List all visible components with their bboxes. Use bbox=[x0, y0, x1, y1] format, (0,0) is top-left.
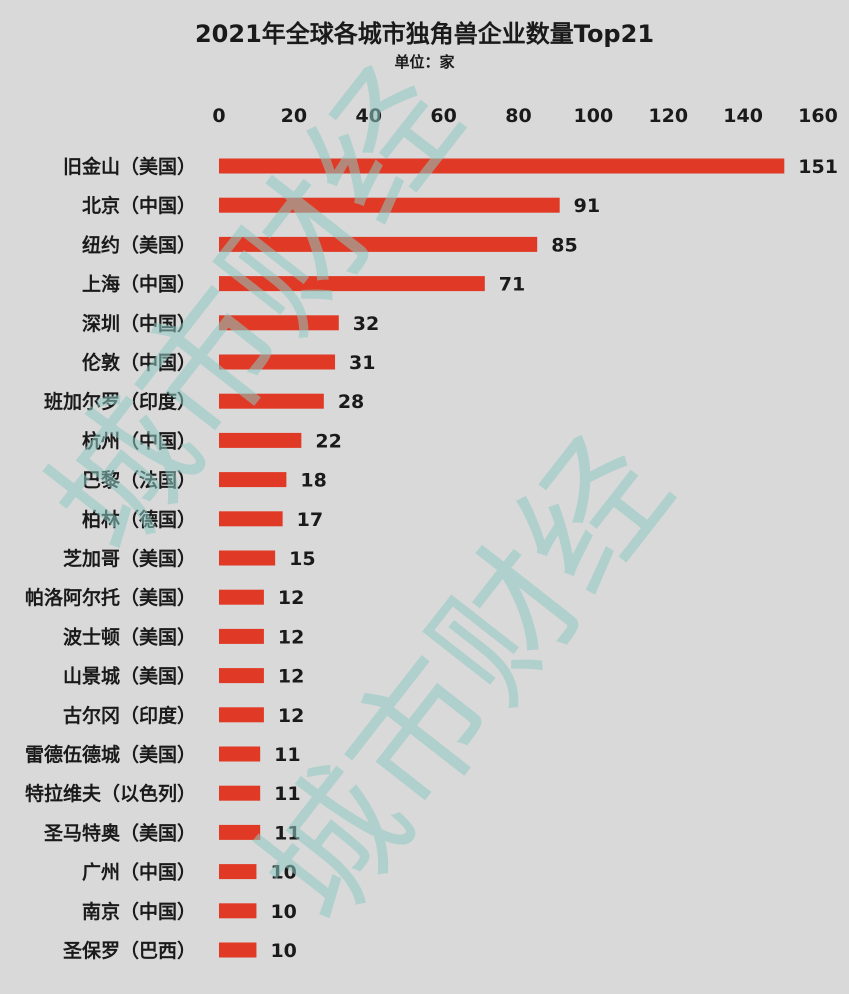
category-label: 深圳（中国） bbox=[82, 312, 196, 335]
bar bbox=[219, 628, 264, 644]
bar bbox=[219, 354, 336, 370]
value-label: 85 bbox=[551, 234, 577, 256]
bar bbox=[219, 903, 257, 919]
x-tick-label: 140 bbox=[723, 105, 763, 127]
bar bbox=[219, 824, 261, 840]
value-label: 18 bbox=[300, 470, 326, 492]
x-tick-label: 60 bbox=[430, 105, 456, 127]
value-label: 11 bbox=[274, 822, 300, 844]
value-label: 12 bbox=[278, 626, 304, 648]
bar bbox=[219, 746, 261, 762]
bar bbox=[219, 158, 785, 174]
category-label: 古尔冈（印度） bbox=[63, 704, 196, 727]
value-label: 10 bbox=[270, 862, 296, 884]
value-label: 22 bbox=[315, 430, 341, 452]
chart-title: 2021年全球各城市独角兽企业数量Top21 bbox=[194, 20, 655, 48]
value-label: 15 bbox=[289, 548, 315, 570]
bar bbox=[219, 472, 287, 488]
bar bbox=[219, 550, 276, 566]
watermark-text: 城市财经 bbox=[18, 39, 491, 581]
bar bbox=[219, 432, 302, 448]
value-label: 17 bbox=[297, 509, 323, 531]
bars-group: 旧金山（美国） 151 北京（中国） 91 纽约（美国） 85 上海（中国） 71 深圳（中国）… bbox=[25, 155, 838, 962]
category-label: 雷德伍德城（美国） bbox=[25, 743, 196, 766]
category-label: 芝加哥（美国） bbox=[63, 547, 196, 570]
bar bbox=[219, 668, 264, 684]
category-label: 北京（中国） bbox=[82, 194, 196, 217]
bar bbox=[219, 707, 264, 723]
category-label: 山景城（美国） bbox=[63, 665, 196, 688]
bar bbox=[219, 276, 485, 292]
value-label: 12 bbox=[278, 666, 304, 688]
bar bbox=[219, 236, 538, 252]
bar bbox=[219, 785, 261, 801]
category-label: 柏林（德国） bbox=[82, 508, 196, 531]
category-label: 南京（中国） bbox=[82, 900, 196, 923]
category-label: 帕洛阿尔托（美国） bbox=[25, 586, 196, 609]
x-axis-ticks: 0 20 40 60 80 100 120 140 160 bbox=[212, 105, 837, 127]
category-label: 特拉维夫（以色列） bbox=[25, 782, 196, 805]
chart-subtitle: 单位：家 bbox=[394, 53, 455, 71]
value-label: 32 bbox=[353, 313, 379, 335]
category-label: 圣保罗（巴西） bbox=[63, 939, 196, 962]
value-label: 10 bbox=[270, 940, 296, 962]
value-label: 91 bbox=[574, 195, 600, 217]
value-label: 12 bbox=[278, 587, 304, 609]
value-label: 11 bbox=[274, 783, 300, 805]
value-label: 71 bbox=[499, 274, 525, 296]
category-label: 旧金山（美国） bbox=[63, 155, 196, 178]
x-tick-label: 0 bbox=[212, 105, 225, 127]
category-label: 上海（中国） bbox=[82, 273, 196, 296]
value-label: 31 bbox=[349, 352, 375, 374]
x-tick-label: 20 bbox=[281, 105, 307, 127]
category-label: 纽约（美国） bbox=[82, 233, 196, 256]
bar bbox=[219, 864, 257, 880]
bar bbox=[219, 393, 324, 409]
value-label: 28 bbox=[338, 391, 364, 413]
category-label: 班加尔罗（印度） bbox=[44, 390, 196, 413]
category-label: 巴黎（法国） bbox=[82, 469, 196, 492]
bar bbox=[219, 315, 339, 331]
bar bbox=[219, 589, 264, 605]
category-label: 圣马特奥（美国） bbox=[44, 821, 196, 844]
x-tick-label: 40 bbox=[356, 105, 382, 127]
value-label: 151 bbox=[798, 156, 838, 178]
x-tick-label: 100 bbox=[574, 105, 614, 127]
x-tick-label: 160 bbox=[798, 105, 838, 127]
value-label: 10 bbox=[270, 901, 296, 923]
bar bbox=[219, 197, 560, 213]
x-tick-label: 120 bbox=[648, 105, 688, 127]
category-label: 伦敦（中国） bbox=[82, 351, 196, 374]
value-label: 12 bbox=[278, 705, 304, 727]
x-tick-label: 80 bbox=[505, 105, 531, 127]
bar bbox=[219, 511, 283, 527]
category-label: 杭州（中国） bbox=[82, 429, 196, 452]
bar bbox=[219, 942, 257, 958]
category-label: 广州（中国） bbox=[82, 861, 196, 884]
category-label: 波士顿（美国） bbox=[63, 625, 196, 648]
value-label: 11 bbox=[274, 744, 300, 766]
